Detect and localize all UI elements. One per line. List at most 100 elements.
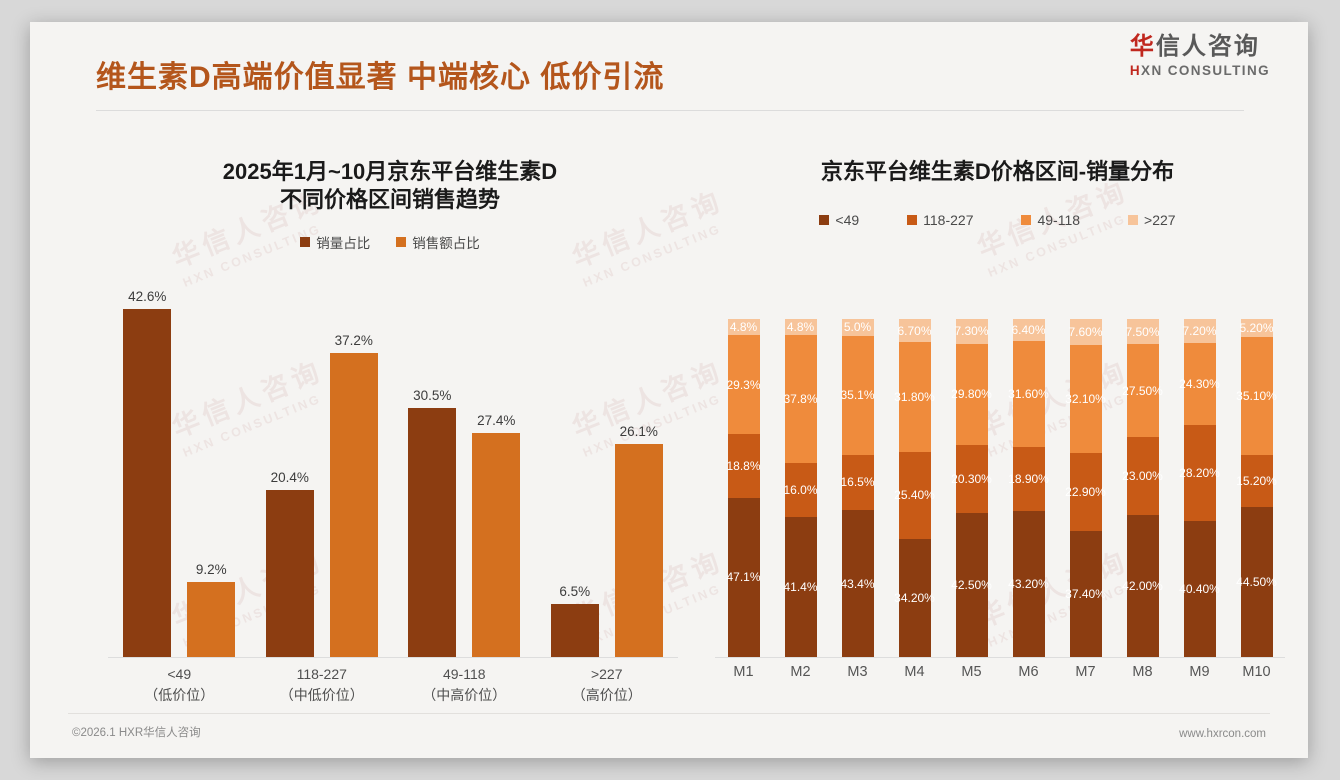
stack-segment[interactable]: 27.50% — [1122, 344, 1163, 438]
xaxis-label: 118-227 （中低价位） — [251, 664, 394, 706]
stacked-bar[interactable]: 4.8% 37.8% 16.0% 41.4% — [783, 319, 818, 657]
right-chart-title-line1: 京东平台维生素D价格区间-销量分布 — [820, 159, 1175, 184]
legend-label: 销售额占比 — [412, 236, 480, 252]
logo-en-rest: XN CONSULTING — [1141, 63, 1270, 79]
stack-segment[interactable]: 42.00% — [1122, 515, 1163, 657]
stacked-bar[interactable]: 7.60% 32.10% 22.90% 37.40% — [1065, 319, 1106, 657]
stack-segment[interactable]: 42.50% — [951, 513, 992, 657]
bar[interactable] — [329, 352, 378, 657]
logo-chinese-text: 华信人咨询 — [1130, 33, 1270, 60]
stack-segment-label: 43.4% — [840, 576, 875, 591]
stacked-bar[interactable]: 7.50% 27.50% 23.00% 42.00% — [1122, 319, 1163, 657]
stack-segment-label: 16.0% — [783, 483, 818, 497]
stack-segment[interactable]: 20.30% — [951, 444, 992, 514]
stack-segment[interactable]: 31.80% — [894, 342, 935, 452]
legend-label: 销量占比 — [316, 236, 371, 252]
stacked-bar[interactable]: 5.20% 35.10% 15.20% 44.50% — [1236, 319, 1277, 657]
stack-segment[interactable]: 15.20% — [1236, 455, 1277, 507]
legend-item[interactable]: 49-118 — [1021, 212, 1080, 228]
bar-wrapper: 30.5% — [408, 289, 457, 657]
stack-segment[interactable]: 16.5% — [840, 454, 875, 511]
xaxis-label: M1 — [733, 664, 754, 680]
stack-segment-label: 44.50% — [1236, 574, 1277, 589]
stack-segment[interactable]: 37.40% — [1065, 530, 1106, 657]
bar[interactable] — [550, 603, 599, 657]
stack-segment[interactable]: 16.0% — [783, 462, 818, 518]
stack-segment-label: 18.90% — [1008, 472, 1049, 487]
stack-segment[interactable]: 7.20% — [1182, 319, 1217, 344]
stack-segment[interactable]: 18.8% — [726, 434, 761, 498]
stack-segment[interactable]: 40.40% — [1179, 520, 1220, 657]
stack-segment[interactable]: 47.1% — [726, 497, 761, 657]
legend-item[interactable]: 118-227 — [907, 212, 973, 228]
right-chart-axis — [715, 657, 1285, 658]
stack-segment-label: 16.5% — [840, 475, 875, 490]
legend-item[interactable]: 销量占比 — [300, 232, 370, 252]
xaxis-label: <49 （低价位） — [108, 664, 251, 706]
stacked-bar[interactable]: 7.20% 24.30% 28.20% 40.40% — [1179, 319, 1220, 657]
stack-segment[interactable]: 41.4% — [783, 517, 818, 657]
stack-segment[interactable]: 7.30% — [954, 319, 989, 344]
stack-segment-label: 42.50% — [951, 578, 992, 593]
stacked-bar[interactable]: 7.30% 29.80% 20.30% 42.50% — [951, 319, 992, 657]
stack-segment[interactable]: 7.60% — [1068, 319, 1103, 345]
stack-segment-label: 43.20% — [1008, 577, 1049, 592]
stacked-bar[interactable]: 4.8% 29.3% 18.8% 47.1% — [726, 319, 761, 657]
bar[interactable] — [265, 490, 314, 657]
legend-item[interactable]: <49 — [819, 212, 859, 228]
stack-segment[interactable]: 31.60% — [1008, 340, 1049, 448]
stack-segment[interactable]: 32.10% — [1065, 344, 1106, 454]
stacked-bar[interactable]: 6.40% 31.60% 18.90% 43.20% — [1008, 319, 1049, 657]
stack-segment[interactable]: 24.30% — [1179, 343, 1220, 426]
bar[interactable] — [123, 308, 172, 657]
stack-column: 6.40% 31.60% 18.90% 43.20% — [1000, 319, 1057, 657]
bar[interactable] — [408, 407, 457, 657]
stack-segment[interactable]: 29.3% — [726, 335, 761, 435]
stack-segment[interactable]: 34.20% — [894, 539, 935, 657]
stack-segment[interactable]: 43.20% — [1008, 511, 1049, 657]
stack-segment[interactable]: 4.8% — [727, 319, 760, 336]
legend-item[interactable]: >227 — [1128, 212, 1176, 228]
xaxis-label: M8 — [1132, 664, 1153, 680]
stacked-bar[interactable]: 5.0% 35.1% 16.5% 43.4% — [840, 319, 875, 657]
stack-segment[interactable]: 28.20% — [1179, 425, 1220, 521]
stack-segment[interactable]: 23.00% — [1122, 437, 1163, 516]
stack-segment-label: 27.50% — [1122, 383, 1163, 398]
stack-column: 7.50% 27.50% 23.00% 42.00% — [1114, 319, 1171, 657]
stack-segment-label: 37.8% — [783, 392, 818, 407]
logo-cn-rest: 信人咨询 — [1155, 33, 1260, 60]
bar-wrapper: 42.6% — [123, 288, 172, 657]
legend-label: 118-227 — [923, 212, 974, 229]
stack-segment[interactable]: 29.80% — [951, 343, 992, 445]
legend-item[interactable]: 销售额占比 — [396, 232, 480, 252]
stack-segment[interactable]: 37.8% — [783, 335, 818, 463]
xaxis-label: 49-118 （中高价位） — [393, 664, 536, 706]
stack-segment-label: 31.80% — [894, 389, 935, 404]
bar-value-label: 42.6% — [128, 288, 167, 304]
stack-segment[interactable]: 18.90% — [1008, 447, 1049, 512]
stack-segment[interactable]: 6.70% — [897, 319, 932, 343]
stack-segment[interactable]: 25.40% — [894, 451, 935, 540]
bar[interactable] — [187, 581, 236, 657]
xaxis-label-main: >227 — [590, 666, 623, 682]
stack-segment-label: 20.30% — [951, 471, 992, 486]
stack-segment[interactable]: 35.1% — [840, 335, 875, 455]
stack-segment-label: 41.4% — [783, 580, 818, 594]
stack-segment-label: 7.30% — [954, 324, 989, 339]
footer-website: www.hxrcon.com — [1179, 728, 1266, 740]
xaxis-label-main: 118-227 — [296, 666, 347, 682]
stack-segment[interactable]: 6.40% — [1011, 319, 1046, 341]
xaxis-label: M10 — [1242, 664, 1271, 680]
stacked-bar[interactable]: 6.70% 31.80% 25.40% 34.20% — [894, 319, 935, 657]
stack-segment[interactable]: 35.10% — [1236, 336, 1277, 456]
stack-segment[interactable]: 4.8% — [784, 319, 817, 336]
stack-segment[interactable]: 7.50% — [1125, 319, 1160, 345]
stack-segment[interactable]: 44.50% — [1236, 506, 1277, 657]
right-chart-xaxis-labels: M1 M2 M3 M4 M5 M6 M7 M8 M9 M10 — [715, 664, 1285, 680]
bar[interactable] — [472, 432, 521, 657]
stack-segment[interactable]: 5.20% — [1239, 319, 1274, 337]
stack-segment[interactable]: 22.90% — [1065, 453, 1106, 531]
stack-segment[interactable]: 5.0% — [841, 319, 874, 336]
stack-segment[interactable]: 43.4% — [840, 510, 875, 657]
bar[interactable] — [614, 443, 663, 657]
